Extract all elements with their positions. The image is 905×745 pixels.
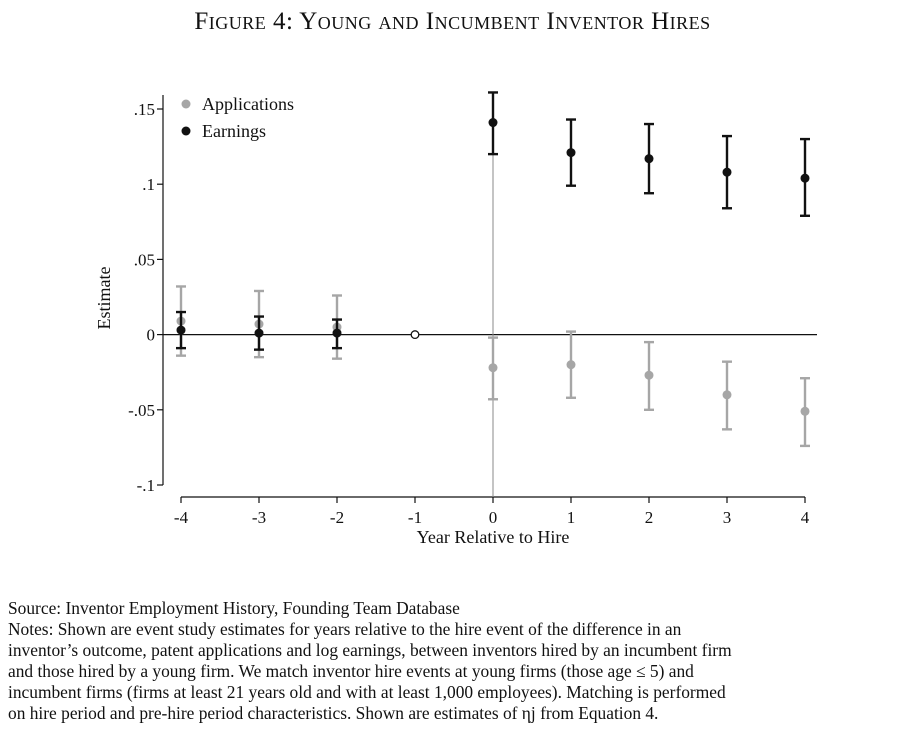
earnings-point	[488, 118, 498, 128]
applications-point	[800, 406, 810, 416]
y-tick-label: -.05	[128, 401, 155, 420]
plot-area: -.1 -.05 0 .05 .1 .15 -4 -3 -2 -1 0 1 2 3 4	[128, 91, 817, 527]
x-tick-label: 2	[645, 508, 654, 527]
source-line: Source: Inventor Employment History, Fou…	[8, 598, 460, 618]
omitted-year-point	[410, 330, 420, 340]
event-study-chart: -.1 -.05 0 .05 .1 .15 -4 -3 -2 -1 0 1 2 3 4 Year Relat…	[94, 91, 817, 547]
y-tick-label: 0	[147, 326, 156, 345]
applications-point	[566, 360, 576, 370]
x-tick-label: 4	[801, 508, 810, 527]
legend: Applications Earnings	[181, 94, 294, 141]
earnings-point	[254, 328, 264, 338]
notes-line-1: Notes: Shown are event study estimates f…	[8, 619, 682, 639]
legend-label-applications: Applications	[202, 94, 294, 114]
x-tick-label: 0	[489, 508, 498, 527]
earnings-point	[332, 328, 342, 338]
x-tick-label: -2	[330, 508, 344, 527]
x-tick-label: -1	[408, 508, 422, 527]
notes-line-5: on hire period and pre-hire period chara…	[8, 703, 659, 723]
x-axis-title: Year Relative to Hire	[417, 527, 570, 547]
figure-notes: Source: Inventor Employment History, Fou…	[8, 598, 898, 724]
legend-marker-applications	[181, 99, 191, 109]
earnings-point	[176, 325, 186, 335]
x-tick-label: -4	[174, 508, 189, 527]
x-tick-label: 3	[723, 508, 732, 527]
applications-point	[722, 390, 732, 400]
legend-label-earnings: Earnings	[202, 121, 266, 141]
x-tick-label: 1	[567, 508, 576, 527]
y-tick-label: -.1	[137, 476, 155, 495]
notes-line-3: and those hired by a young firm. We matc…	[8, 661, 694, 681]
applications-point	[644, 370, 654, 380]
earnings-point	[566, 148, 576, 158]
x-tick-label: -3	[252, 508, 266, 527]
notes-line-2: inventor’s outcome, patent applications …	[8, 640, 732, 660]
figure-title: Figure 4: Young and Incumbent Inventor H…	[194, 8, 711, 35]
y-tick-label: .15	[134, 100, 155, 119]
legend-marker-earnings	[181, 126, 191, 136]
earnings-point	[644, 154, 654, 164]
applications-point	[488, 363, 498, 373]
y-axis-title: Estimate	[94, 266, 114, 329]
notes-line-4: incumbent firms (firms at least 21 years…	[8, 682, 726, 702]
earnings-point	[722, 167, 732, 177]
y-tick-label: .05	[134, 250, 155, 269]
y-tick-label: .1	[142, 175, 155, 194]
earnings-point	[800, 173, 810, 183]
